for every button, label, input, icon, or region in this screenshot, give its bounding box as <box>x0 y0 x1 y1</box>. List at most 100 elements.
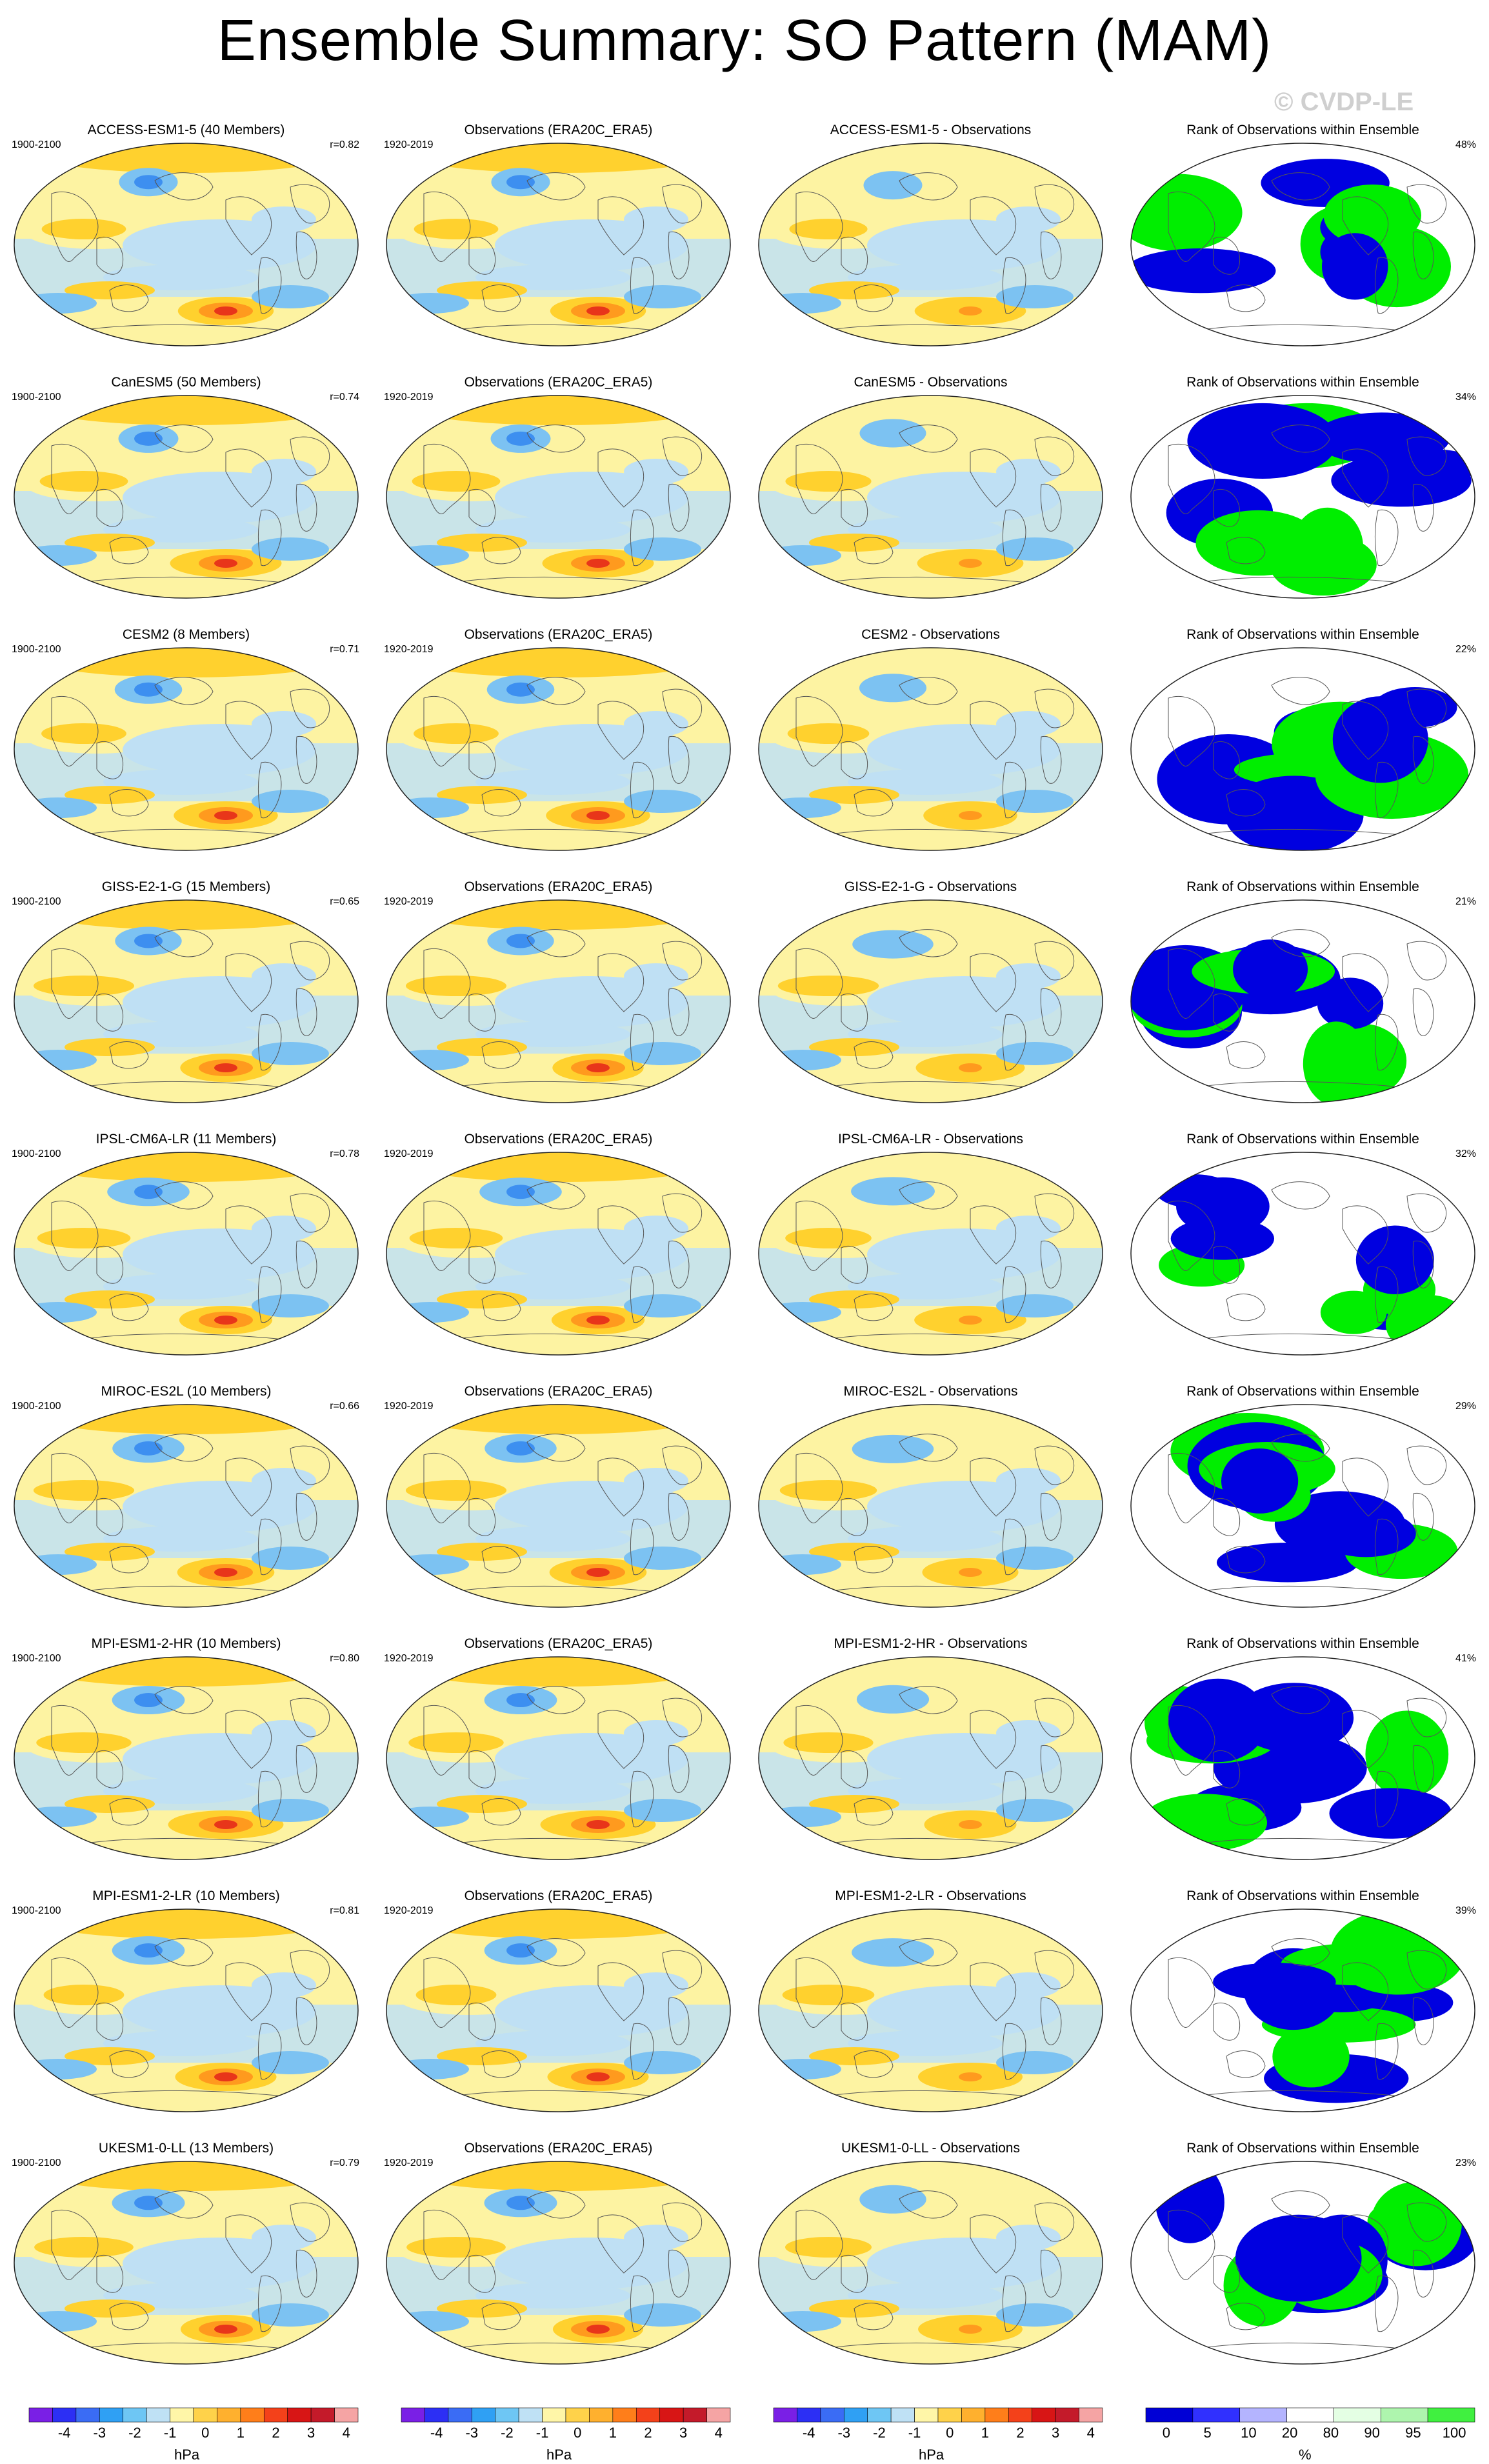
diff-map <box>758 647 1103 851</box>
colorbar-tick-label: 10 <box>1241 2425 1256 2441</box>
rank-percent: 22% <box>1455 644 1476 655</box>
obs-panel: Observations (ERA20C_ERA5) 1920-2019 <box>372 1617 744 1869</box>
colorbar-tick-label: -1 <box>908 2425 921 2441</box>
model-panel-title: CESM2 (8 Members) <box>122 627 250 642</box>
model-map <box>14 143 359 346</box>
period-label: 1900-2100 <box>12 139 61 150</box>
model-map <box>14 1908 359 2112</box>
period-label: 1900-2100 <box>12 644 61 655</box>
colorbar-tick-label: 4 <box>1087 2425 1095 2441</box>
diff-panel-title: CESM2 - Observations <box>861 627 1000 642</box>
obs-map <box>386 2161 731 2365</box>
model-panel-title: MPI-ESM1-2-LR (10 Members) <box>92 1888 280 1903</box>
watermark: © CVDP-LE <box>1274 88 1414 116</box>
colorbar-tick-label: -2 <box>501 2425 514 2441</box>
diff-panel: UKESM1-0-LL - Observations <box>744 2121 1117 2374</box>
period-label: 1920-2019 <box>384 139 434 150</box>
rank-panel: Rank of Observations within Ensemble 22% <box>1117 608 1489 860</box>
period-label: 1900-2100 <box>12 1401 61 1412</box>
colorbar-tick-label: 0 <box>201 2425 209 2441</box>
diff-map <box>758 1404 1103 1608</box>
rank-percent: 34% <box>1455 392 1476 403</box>
diff-map <box>758 1152 1103 1356</box>
colorbar-tick-label: 80 <box>1323 2425 1339 2441</box>
rank-panel-title: Rank of Observations within Ensemble <box>1186 1384 1419 1399</box>
colorbar-tick-label: 0 <box>1163 2425 1170 2441</box>
rank-panel: Rank of Observations within Ensemble 21% <box>1117 860 1489 1112</box>
period-label: 1920-2019 <box>384 1148 434 1159</box>
period-label: 1920-2019 <box>384 1401 434 1412</box>
colorbar-unit: hPa <box>174 2447 200 2463</box>
model-panel: UKESM1-0-LL (13 Members) 1900-2100 r=0.79 <box>0 2121 372 2374</box>
period-label: 1920-2019 <box>384 392 434 403</box>
rank-map <box>1130 899 1475 1103</box>
obs-panel: Observations (ERA20C_ERA5) 1920-2019 <box>372 860 744 1112</box>
obs-panel: Observations (ERA20C_ERA5) 1920-2019 <box>372 103 744 356</box>
obs-map <box>386 899 731 1103</box>
obs-panel: Observations (ERA20C_ERA5) 1920-2019 <box>372 1112 744 1365</box>
obs-map <box>386 1152 731 1356</box>
model-panel: CanESM5 (50 Members) 1900-2100 r=0.74 <box>0 356 372 608</box>
diff-map <box>758 2161 1103 2365</box>
period-label: 1920-2019 <box>384 896 434 907</box>
model-panel: CESM2 (8 Members) 1900-2100 r=0.71 <box>0 608 372 860</box>
rank-percent: 23% <box>1455 2158 1476 2169</box>
obs-panel: Observations (ERA20C_ERA5) 1920-2019 <box>372 1365 744 1617</box>
colorbar-unit: % <box>1299 2447 1312 2463</box>
rank-panel-title: Rank of Observations within Ensemble <box>1186 1636 1419 1651</box>
colorbar-tick-label: 4 <box>343 2425 350 2441</box>
diff-panel-title: MIROC-ES2L - Observations <box>843 1384 1018 1399</box>
diff-map <box>758 395 1103 599</box>
rank-panel: Rank of Observations within Ensemble 41% <box>1117 1617 1489 1869</box>
rank-panel-title: Rank of Observations within Ensemble <box>1186 627 1419 642</box>
rank-panel: Rank of Observations within Ensemble 39% <box>1117 1869 1489 2121</box>
diff-map <box>758 1908 1103 2112</box>
colorbar-tick-label: 1 <box>609 2425 617 2441</box>
obs-panel: Observations (ERA20C_ERA5) 1920-2019 <box>372 1869 744 2121</box>
rank-panel: Rank of Observations within Ensemble 32% <box>1117 1112 1489 1365</box>
colorbar: -4 -3 -2 -1 0 1 2 3 4 hPa <box>744 2401 1117 2464</box>
pattern-correlation: r=0.82 <box>330 139 359 150</box>
obs-panel-title: Observations (ERA20C_ERA5) <box>464 1888 653 1903</box>
model-panel-title: IPSL-CM6A-LR (11 Members) <box>95 1132 277 1147</box>
model-panel-title: ACCESS-ESM1-5 (40 Members) <box>87 123 285 137</box>
model-panel-title: MIROC-ES2L (10 Members) <box>101 1384 272 1399</box>
model-panel: GISS-E2-1-G (15 Members) 1900-2100 r=0.65 <box>0 860 372 1112</box>
rank-percent: 32% <box>1455 1148 1476 1159</box>
diff-map <box>758 899 1103 1103</box>
obs-panel-title: Observations (ERA20C_ERA5) <box>464 123 653 137</box>
colorbar-tick-label: 95 <box>1405 2425 1421 2441</box>
model-panel-title: GISS-E2-1-G (15 Members) <box>101 879 271 894</box>
colorbar-tick-label: 3 <box>679 2425 687 2441</box>
obs-panel-title: Observations (ERA20C_ERA5) <box>464 627 653 642</box>
rank-map <box>1130 1908 1475 2112</box>
rank-percent: 21% <box>1455 896 1476 907</box>
diff-panel: CanESM5 - Observations <box>744 356 1117 608</box>
colorbar-tick-label: -1 <box>164 2425 177 2441</box>
rank-panel-title: Rank of Observations within Ensemble <box>1186 1132 1419 1147</box>
diff-panel: MIROC-ES2L - Observations <box>744 1365 1117 1617</box>
obs-panel: Observations (ERA20C_ERA5) 1920-2019 <box>372 608 744 860</box>
rank-map <box>1130 1404 1475 1608</box>
diff-panel-title: IPSL-CM6A-LR - Observations <box>837 1132 1024 1147</box>
colorbar-tick-label: 2 <box>1016 2425 1024 2441</box>
rank-map <box>1130 395 1475 599</box>
diff-map <box>758 143 1103 346</box>
colorbar-tick-label: -3 <box>466 2425 479 2441</box>
model-map <box>14 1404 359 1608</box>
colorbar-tick-label: 100 <box>1443 2425 1466 2441</box>
colorbar-tick-label: 0 <box>574 2425 581 2441</box>
period-label: 1900-2100 <box>12 896 61 907</box>
colorbar-tick-label: -2 <box>873 2425 886 2441</box>
page-title: Ensemble Summary: SO Pattern (MAM) <box>217 8 1272 73</box>
colorbar-tick-label: -4 <box>803 2425 815 2441</box>
period-label: 1900-2100 <box>12 392 61 403</box>
diff-panel-title: MPI-ESM1-2-HR - Observations <box>834 1636 1028 1651</box>
rank-panel-title: Rank of Observations within Ensemble <box>1186 123 1419 137</box>
colorbar-scale: -4 -3 -2 -1 0 1 2 3 4 <box>28 2407 359 2441</box>
rank-panel: Rank of Observations within Ensemble 29% <box>1117 1365 1489 1617</box>
obs-map <box>386 647 731 851</box>
diff-panel-title: ACCESS-ESM1-5 - Observations <box>830 123 1032 137</box>
diff-panel-title: MPI-ESM1-2-LR - Observations <box>835 1888 1026 1903</box>
model-map <box>14 647 359 851</box>
